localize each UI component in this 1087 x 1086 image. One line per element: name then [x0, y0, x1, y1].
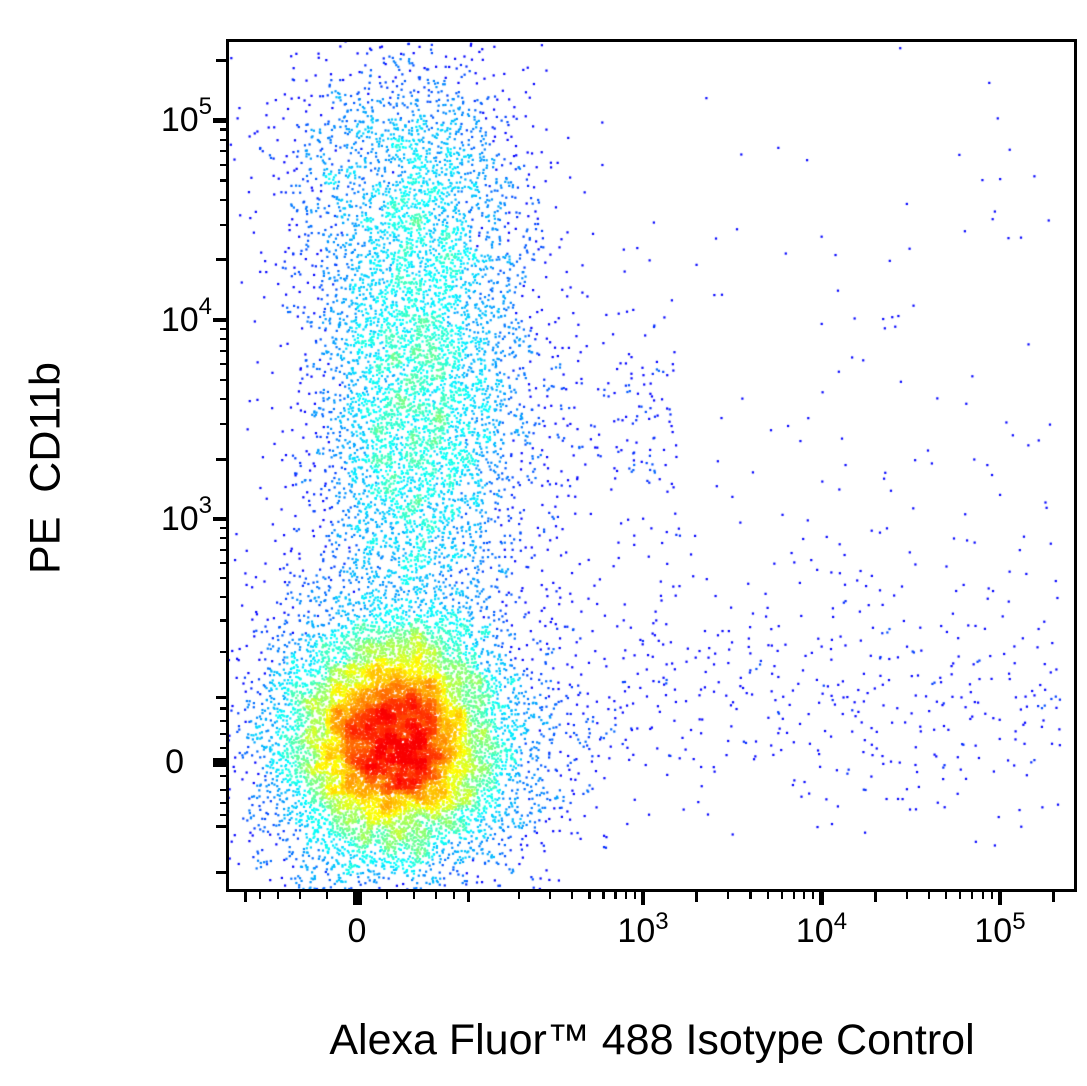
x-axis-tick	[812, 892, 815, 899]
y-axis-tick	[219, 138, 226, 141]
y-axis-tick	[219, 548, 226, 551]
y-axis-tick	[219, 128, 226, 131]
y-axis-tick	[219, 650, 226, 654]
x-axis-tick	[945, 892, 948, 899]
x-axis-tick	[792, 892, 795, 899]
y-axis-tick	[219, 595, 226, 599]
x-axis-tick	[766, 892, 769, 899]
y-axis-tick	[213, 516, 226, 522]
y-axis-tick	[219, 788, 226, 792]
y-axis-tick	[216, 870, 226, 874]
y-axis-tick	[219, 814, 226, 817]
x-axis-tick	[588, 892, 591, 899]
y-axis-tick	[219, 327, 226, 331]
y-axis-tick	[219, 775, 226, 778]
x-axis-tick	[352, 892, 362, 905]
y-axis-tick	[219, 527, 226, 530]
x-axis-tick	[873, 892, 877, 902]
x-axis-tick	[549, 892, 552, 899]
x-axis-tick	[819, 892, 824, 905]
x-axis-tick	[412, 892, 415, 899]
x-axis-tick	[695, 892, 699, 902]
x-axis-tick	[905, 892, 908, 899]
x-axis-tick	[981, 892, 984, 899]
y-tick-label: 10 5	[160, 93, 212, 140]
x-tick-label: 0	[347, 912, 367, 950]
y-axis-tick	[216, 258, 226, 262]
x-axis-tick	[277, 892, 280, 899]
y-axis-tick	[219, 732, 226, 736]
y-axis-tick	[219, 707, 226, 710]
x-tick-label: 103	[617, 908, 669, 950]
y-axis-tick	[219, 423, 226, 426]
y-axis-tick	[219, 338, 226, 341]
x-axis-tick	[299, 892, 302, 899]
y-axis-tick	[216, 457, 226, 461]
plot-frame	[226, 39, 1077, 892]
x-axis-tick	[990, 892, 993, 899]
x-axis-tick	[624, 892, 627, 899]
x-axis-tick	[571, 892, 574, 899]
y-axis-tick	[219, 537, 226, 540]
y-axis-tick	[219, 746, 226, 749]
x-axis-tick	[927, 892, 931, 899]
y-axis-tick	[219, 619, 226, 622]
y-axis-tick	[219, 378, 226, 382]
y-axis-tick	[219, 719, 226, 722]
y-axis-tick	[219, 561, 226, 565]
x-axis-tick	[727, 892, 730, 899]
y-axis-tick	[219, 801, 226, 805]
x-axis-tick	[259, 892, 262, 899]
y-tick-label: 10 4	[160, 292, 212, 339]
y-axis-tick	[219, 398, 226, 401]
y-axis-tick	[213, 118, 226, 123]
x-axis-tick	[997, 892, 1003, 905]
x-axis-tick	[971, 892, 974, 899]
x-tick-label: 104	[795, 908, 848, 950]
x-axis-tick	[640, 892, 646, 905]
y-axis-tick	[219, 577, 226, 580]
x-axis-tick	[803, 892, 806, 899]
x-axis-tick	[633, 892, 636, 899]
x-axis-tick	[959, 892, 962, 899]
y-axis-tick	[219, 150, 226, 153]
x-axis-tick	[452, 892, 455, 899]
y-axis-tick	[219, 198, 226, 201]
y-axis-tick	[216, 58, 226, 62]
x-axis-tick	[749, 892, 752, 899]
x-axis-tick	[386, 892, 389, 899]
x-axis-tick	[602, 892, 605, 899]
x-axis-tick	[325, 892, 328, 899]
x-axis-tick	[1052, 892, 1056, 902]
y-axis-tick	[219, 349, 226, 352]
y-axis-tick	[219, 163, 226, 166]
y-axis-tick	[213, 317, 226, 323]
y-axis-tick	[213, 757, 226, 767]
density-dot-canvas	[226, 39, 1077, 892]
x-axis-tick	[243, 892, 247, 902]
x-axis-tick	[614, 892, 617, 899]
x-axis-title: Alexa Fluor™ 488 Isotype Control	[329, 1016, 975, 1064]
x-axis-tick	[518, 892, 521, 899]
x-axis-tick	[434, 892, 437, 899]
y-tick-label: 10 3	[160, 492, 212, 539]
x-axis-tick	[780, 892, 783, 899]
x-tick-label: 105	[974, 908, 1026, 950]
y-axis-tick	[216, 695, 226, 699]
y-axis-tick	[219, 363, 226, 366]
y-axis-tick	[219, 179, 226, 182]
y-axis-tick	[219, 223, 226, 226]
y-tick-label: 0	[165, 743, 184, 781]
x-axis-tick	[467, 892, 471, 902]
y-axis-tick	[216, 825, 226, 829]
y-axis-title: PE CD11b	[21, 362, 70, 574]
